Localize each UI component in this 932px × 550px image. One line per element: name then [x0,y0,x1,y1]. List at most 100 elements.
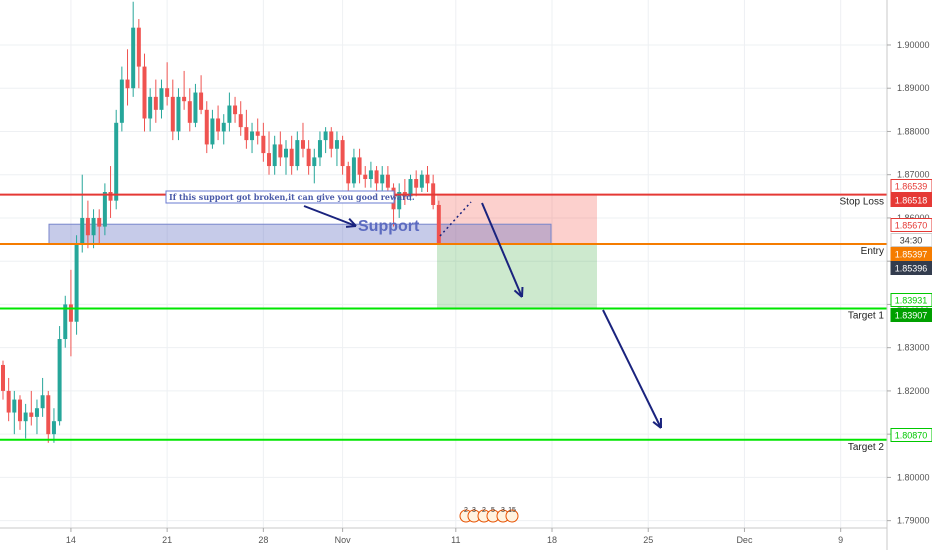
x-tick-label: 18 [547,535,557,545]
candle-body [221,122,226,132]
candle-body [74,243,79,322]
price-tag [890,218,932,232]
target-1-arrow [481,202,524,298]
candle-body [300,140,305,149]
price-tag [890,247,932,261]
candle-body [23,412,28,422]
arrow-shaft [303,205,357,227]
candle-body [182,96,187,102]
candle-body [1,364,5,391]
price-tag [890,193,932,207]
candle-body [363,174,368,180]
price-tag-label: 1.85670 [895,221,928,231]
candle-body [119,79,124,123]
x-tick-label: Dec [736,535,753,545]
target-2-label: Target 2 [848,442,885,453]
y-tick-label: 1.82000 [897,386,930,396]
candle-body [193,92,198,123]
x-tick-label: 9 [838,535,843,545]
candle-body [436,204,441,244]
candle-body [357,157,362,175]
price-tag-label: 1.83907 [895,311,928,321]
event-icon-label: 2 [464,507,468,514]
candle-body [250,131,255,141]
candle-body [425,174,430,184]
candle-body [80,217,85,244]
arrow-head [348,218,357,227]
candle-body [114,122,119,201]
candle-body [153,96,158,110]
candle-body [6,390,11,413]
event-icon-label: 3 [501,507,505,514]
candle-body [284,148,288,158]
candle-body [216,118,221,132]
target-zone [437,244,597,309]
candle-body [46,395,51,435]
x-tick-label: 11 [451,535,460,545]
annotation-box [165,190,395,204]
candle-body [136,27,141,67]
candle-body [199,92,204,110]
candle-body [323,131,328,141]
support-label: Support [358,218,420,235]
arrow-head [652,421,662,429]
candle-body [346,166,351,184]
price-tag [890,308,932,322]
annotation-text: If this support got broken,it can give y… [169,192,415,202]
price-tag-label: 34:30 [900,236,923,246]
event-icon-label: 2 [482,507,486,514]
candle-body [317,140,322,158]
target-1-label: Target 1 [848,310,885,321]
candle-body [227,105,232,123]
candle-body [170,96,175,132]
price-tag [890,428,932,442]
stop-zone [437,194,597,245]
arrow-shaft [602,309,662,429]
y-tick-label: 1.83000 [897,343,930,353]
x-tick-label: 21 [162,535,172,545]
candle-body [267,153,272,167]
candle-body [233,105,238,115]
candle-body [40,395,45,409]
candle-body [176,96,181,132]
candle-body [419,174,424,188]
candle-body [187,101,192,123]
price-tag [890,179,932,193]
candle-body [289,148,294,167]
y-tick-label: 1.80000 [897,472,930,482]
y-tick-label: 1.79000 [897,516,930,526]
y-tick-label: 1.90000 [897,40,930,50]
candle-body [165,88,170,97]
candle-body [312,157,317,167]
event-icon-label: 5 [491,507,495,514]
candle-body [368,170,373,180]
candle-body [17,399,22,422]
price-tag-label: 1.85396 [895,264,928,274]
entry-label: Entry [861,246,884,257]
candle-body [142,66,147,119]
x-tick-label: Nov [335,535,352,545]
candle-body [385,174,390,188]
candle-body [204,109,209,145]
candle-body [306,148,311,167]
candle-body [340,140,345,167]
candle-body [51,421,56,435]
price-tags: 1.86539 1.86518 1.85670 34:30 1.85397 1.85396… [890,179,932,442]
arrow-shaft [481,202,523,298]
candle-body [374,170,379,184]
y-tick-label: 1.88000 [897,126,930,136]
price-tag-label: 1.83931 [895,296,928,306]
event-icon-label: 3 [472,507,476,514]
price-tag [890,261,932,275]
price-tag-label: 1.86539 [895,182,928,192]
price-tag [890,293,932,307]
candle-body [238,114,243,128]
candle-body [414,179,419,188]
candle-body [63,304,68,340]
candle-body [295,140,300,167]
candle-body [408,179,413,197]
candle-body [272,144,277,167]
stop-loss-label: Stop Loss [840,197,884,208]
